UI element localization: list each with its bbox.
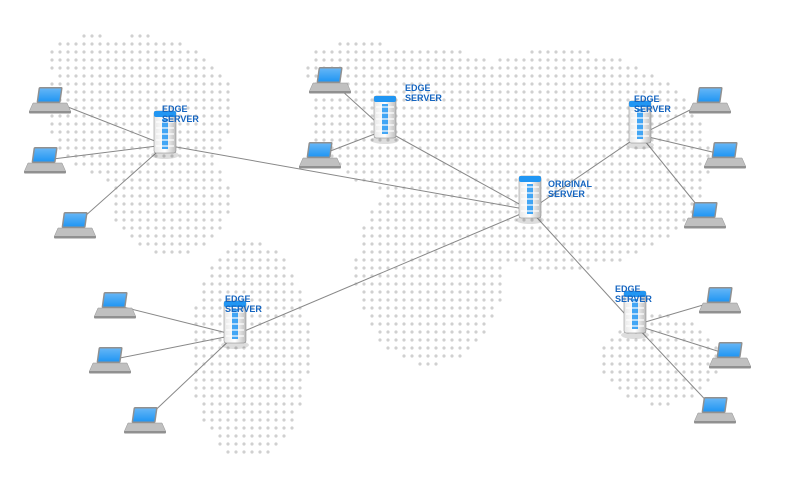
edge-server-label: EDGE SERVER — [405, 84, 442, 104]
edge-server-icon — [368, 90, 402, 146]
original-server-label: ORIGINAL SERVER — [548, 180, 592, 200]
edge-server-label: EDGE SERVER — [634, 95, 671, 115]
laptop-icon — [89, 345, 131, 375]
world-map-background — [0, 0, 800, 500]
edge-server-label: EDGE SERVER — [615, 285, 652, 305]
laptop-icon — [684, 200, 726, 230]
laptop-icon — [709, 340, 751, 370]
laptop-icon — [54, 210, 96, 240]
edge-server-label: EDGE SERVER — [162, 105, 199, 125]
laptop-icon — [29, 85, 71, 115]
laptop-icon — [309, 65, 351, 95]
original-server-icon — [513, 170, 547, 226]
edge-server-label: EDGE SERVER — [225, 295, 262, 315]
laptop-icon — [24, 145, 66, 175]
laptop-icon — [704, 140, 746, 170]
laptop-icon — [689, 85, 731, 115]
laptop-icon — [299, 140, 341, 170]
laptop-icon — [94, 290, 136, 320]
laptop-icon — [694, 395, 736, 425]
laptop-icon — [124, 405, 166, 435]
laptop-icon — [699, 285, 741, 315]
